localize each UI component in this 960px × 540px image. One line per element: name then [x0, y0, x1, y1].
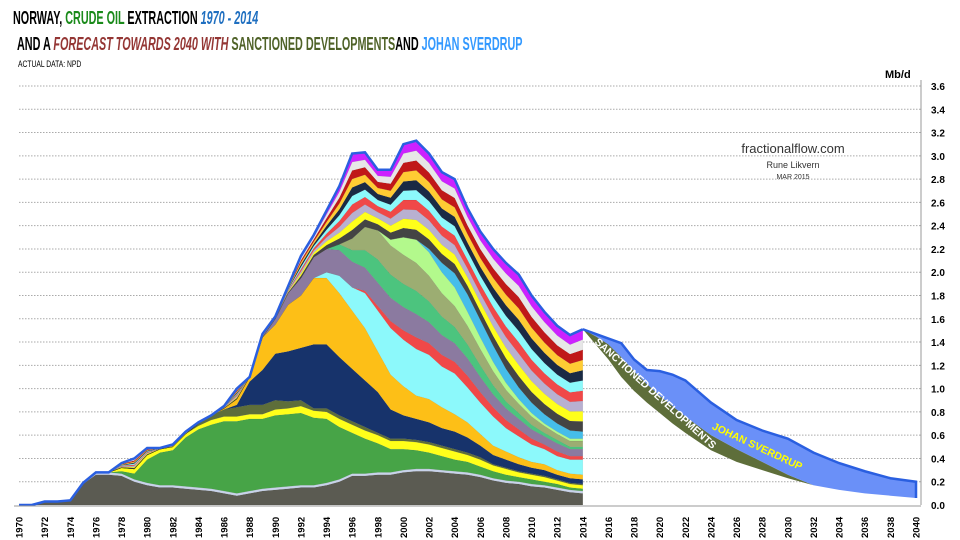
x-tick-label: 1970	[15, 517, 26, 538]
y-tick-label: 1.4	[931, 338, 945, 349]
x-tick-label: 1992	[296, 517, 307, 538]
title-segment: CRUDE OIL	[65, 8, 125, 28]
y-tick-label: 2.2	[931, 245, 945, 256]
y-tick-label: 0.2	[931, 478, 945, 489]
x-tick-label: 1974	[66, 516, 77, 538]
sanctioned-developments-area	[582, 329, 916, 499]
y-tick-label: 0.0	[931, 501, 945, 512]
x-tick-label: 2014	[578, 516, 589, 538]
x-tick-label: 1998	[373, 517, 384, 538]
y-tick-label: 2.6	[931, 198, 945, 209]
y-tick-label: 1.0	[931, 385, 945, 396]
x-tick-label: 1994	[322, 516, 333, 538]
title-line-1: NORWAY, CRUDE OIL EXTRACTION 1970 - 2014	[13, 8, 258, 29]
credit-site: fractionalflow.com	[741, 141, 844, 156]
x-tick-label: 2000	[399, 517, 410, 538]
y-tick-label: 3.4	[931, 105, 945, 116]
x-tick-label: 1972	[40, 517, 51, 538]
x-tick-label: 1976	[91, 517, 102, 538]
x-tick-label: 2018	[630, 517, 641, 538]
x-tick-label: 2024	[706, 516, 717, 538]
x-tick-label: 1978	[117, 517, 128, 538]
credit-author: Rune Likvern	[766, 160, 819, 170]
x-tick-label: 2010	[527, 517, 538, 538]
y-axis-label: Mb/d	[885, 69, 911, 81]
x-tick-label: 1996	[348, 517, 359, 538]
credit-date: MAR 2015	[776, 174, 809, 181]
total-outline	[19, 139, 584, 507]
y-tick-label: 2.0	[931, 268, 945, 279]
title-line-2: AND A FORECAST TOWARDS 2040 WITH SANCTIO…	[17, 34, 522, 55]
x-tick-label: 1988	[245, 517, 256, 538]
title-segment: AND	[395, 34, 422, 54]
x-tick-label: 2002	[425, 517, 436, 538]
x-tick-label: 1980	[143, 517, 154, 538]
y-tick-label: 1.8	[931, 292, 945, 303]
forecast-outline	[582, 328, 918, 499]
x-tick-label: 1984	[194, 516, 205, 538]
y-tick-label: 2.4	[931, 222, 945, 233]
y-tick-label: 3.6	[931, 82, 945, 93]
johan-sverdrup-area	[582, 329, 916, 499]
x-tick-label: 2016	[604, 517, 615, 538]
title-segment: SANCTIONED DEVELOPMENTS	[231, 34, 396, 54]
x-tick-label: 2040	[912, 517, 923, 538]
title-segment: FORECAST TOWARDS 2040 WITH	[53, 34, 232, 54]
x-tick-label: 2030	[783, 517, 794, 538]
forecast-areas	[582, 328, 918, 499]
x-tick-label: 2022	[681, 517, 692, 538]
x-tick-label: 2038	[886, 517, 897, 538]
x-tick-label: 2004	[450, 516, 461, 538]
x-tick-label: 2008	[501, 517, 512, 538]
x-tick-label: 2006	[476, 517, 487, 538]
y-tick-label: 0.8	[931, 408, 945, 419]
x-tick-label: 2032	[809, 517, 820, 538]
x-tick-label: 1986	[220, 517, 231, 538]
x-tick-label: 2034	[835, 516, 846, 538]
title-segment: JOHAN SVERDRUP	[421, 34, 523, 54]
field-area	[19, 468, 583, 506]
y-tick-label: 2.8	[931, 175, 945, 186]
x-tick-label: 1990	[271, 517, 282, 538]
field-area	[19, 412, 583, 506]
axes: 0.0 0.2 0.4 0.6 0.8 1.0 1.2 1.4 1.6 1.8 2.0 2.2 2.4 2…	[14, 80, 945, 538]
y-tick-label: 0.4	[931, 454, 945, 465]
y-tick-label: 1.6	[931, 315, 945, 326]
title-segment: 1970 - 2014	[200, 8, 259, 28]
x-tick-label: 2028	[758, 517, 769, 538]
source-note: ACTUAL DATA: NPD	[18, 59, 82, 69]
x-tick-label: 1982	[168, 517, 179, 538]
y-tick-label: 3.0	[931, 152, 945, 163]
x-tick-label: 2020	[655, 517, 666, 538]
x-tick-label: 2026	[732, 517, 743, 538]
title-segment: AND A	[17, 34, 54, 54]
stacked-areas	[19, 139, 584, 507]
title-segment: EXTRACTION	[124, 8, 201, 28]
y-tick-label: 3.2	[931, 129, 945, 140]
x-tick-label: 2036	[860, 517, 871, 538]
y-tick-label: 0.6	[931, 431, 945, 442]
y-tick-label: 1.2	[931, 361, 945, 372]
x-tick-label: 2012	[553, 517, 564, 538]
title-segment: NORWAY,	[13, 8, 66, 28]
